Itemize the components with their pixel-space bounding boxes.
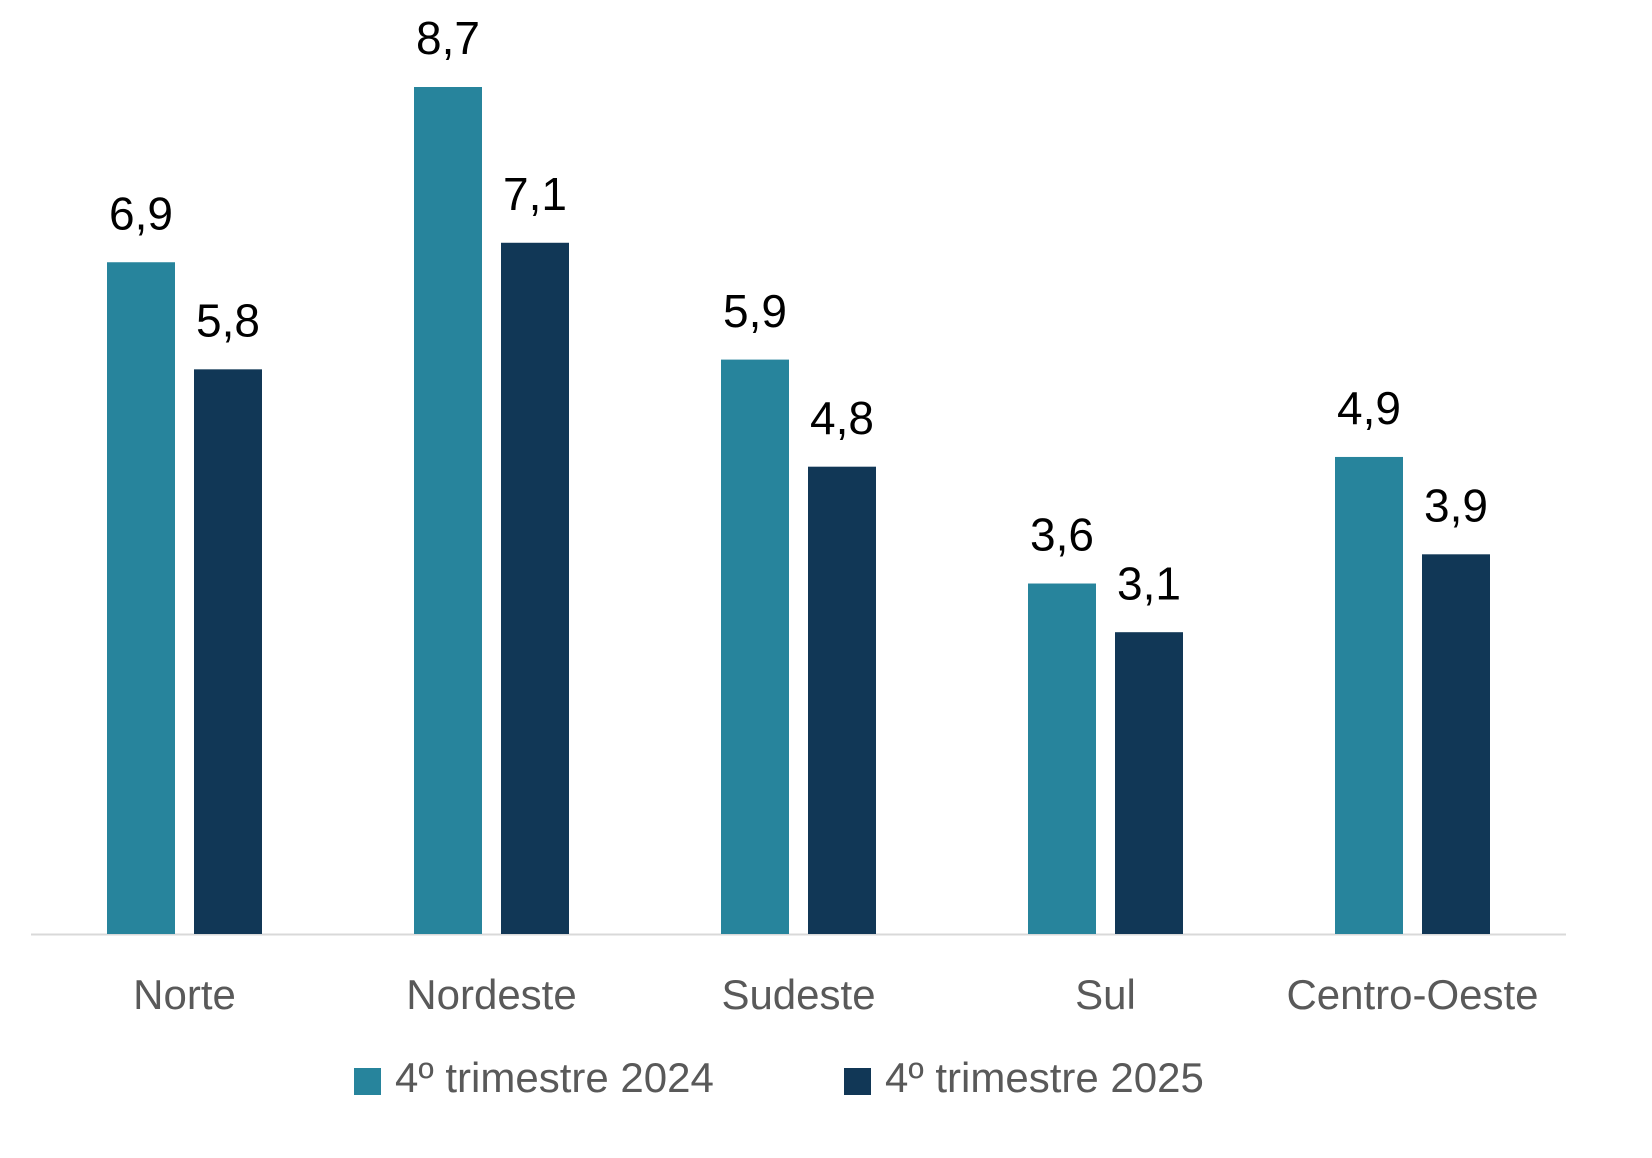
bar	[721, 359, 789, 935]
bar	[1115, 632, 1183, 934]
bar	[194, 369, 262, 934]
data-label: 8,7	[416, 12, 480, 64]
bar	[808, 466, 876, 934]
x-tick-label: Centro-Oeste	[1286, 971, 1538, 1018]
data-label: 6,9	[109, 187, 173, 239]
bar	[1422, 554, 1490, 934]
data-label: 3,1	[1117, 557, 1181, 609]
bar	[107, 262, 175, 934]
x-tick-label: Sudeste	[721, 971, 875, 1018]
bar	[414, 87, 482, 934]
legend-label: 4º trimestre 2024	[395, 1054, 714, 1101]
x-tick-label: Nordeste	[406, 971, 576, 1018]
data-label: 4,8	[810, 392, 874, 444]
data-label: 5,8	[196, 294, 260, 346]
legend-label: 4º trimestre 2025	[885, 1054, 1204, 1101]
data-label: 7,1	[503, 168, 567, 220]
bar	[1335, 456, 1403, 934]
legend-swatch	[354, 1068, 381, 1095]
x-tick-label: Norte	[133, 971, 236, 1018]
data-label: 3,9	[1424, 479, 1488, 531]
data-label: 5,9	[723, 285, 787, 337]
bar	[501, 242, 569, 934]
data-label: 4,9	[1337, 382, 1401, 434]
data-label: 3,6	[1030, 509, 1094, 561]
x-tick-label: Sul	[1075, 971, 1136, 1018]
bar	[1028, 583, 1096, 934]
legend-swatch	[844, 1068, 871, 1095]
